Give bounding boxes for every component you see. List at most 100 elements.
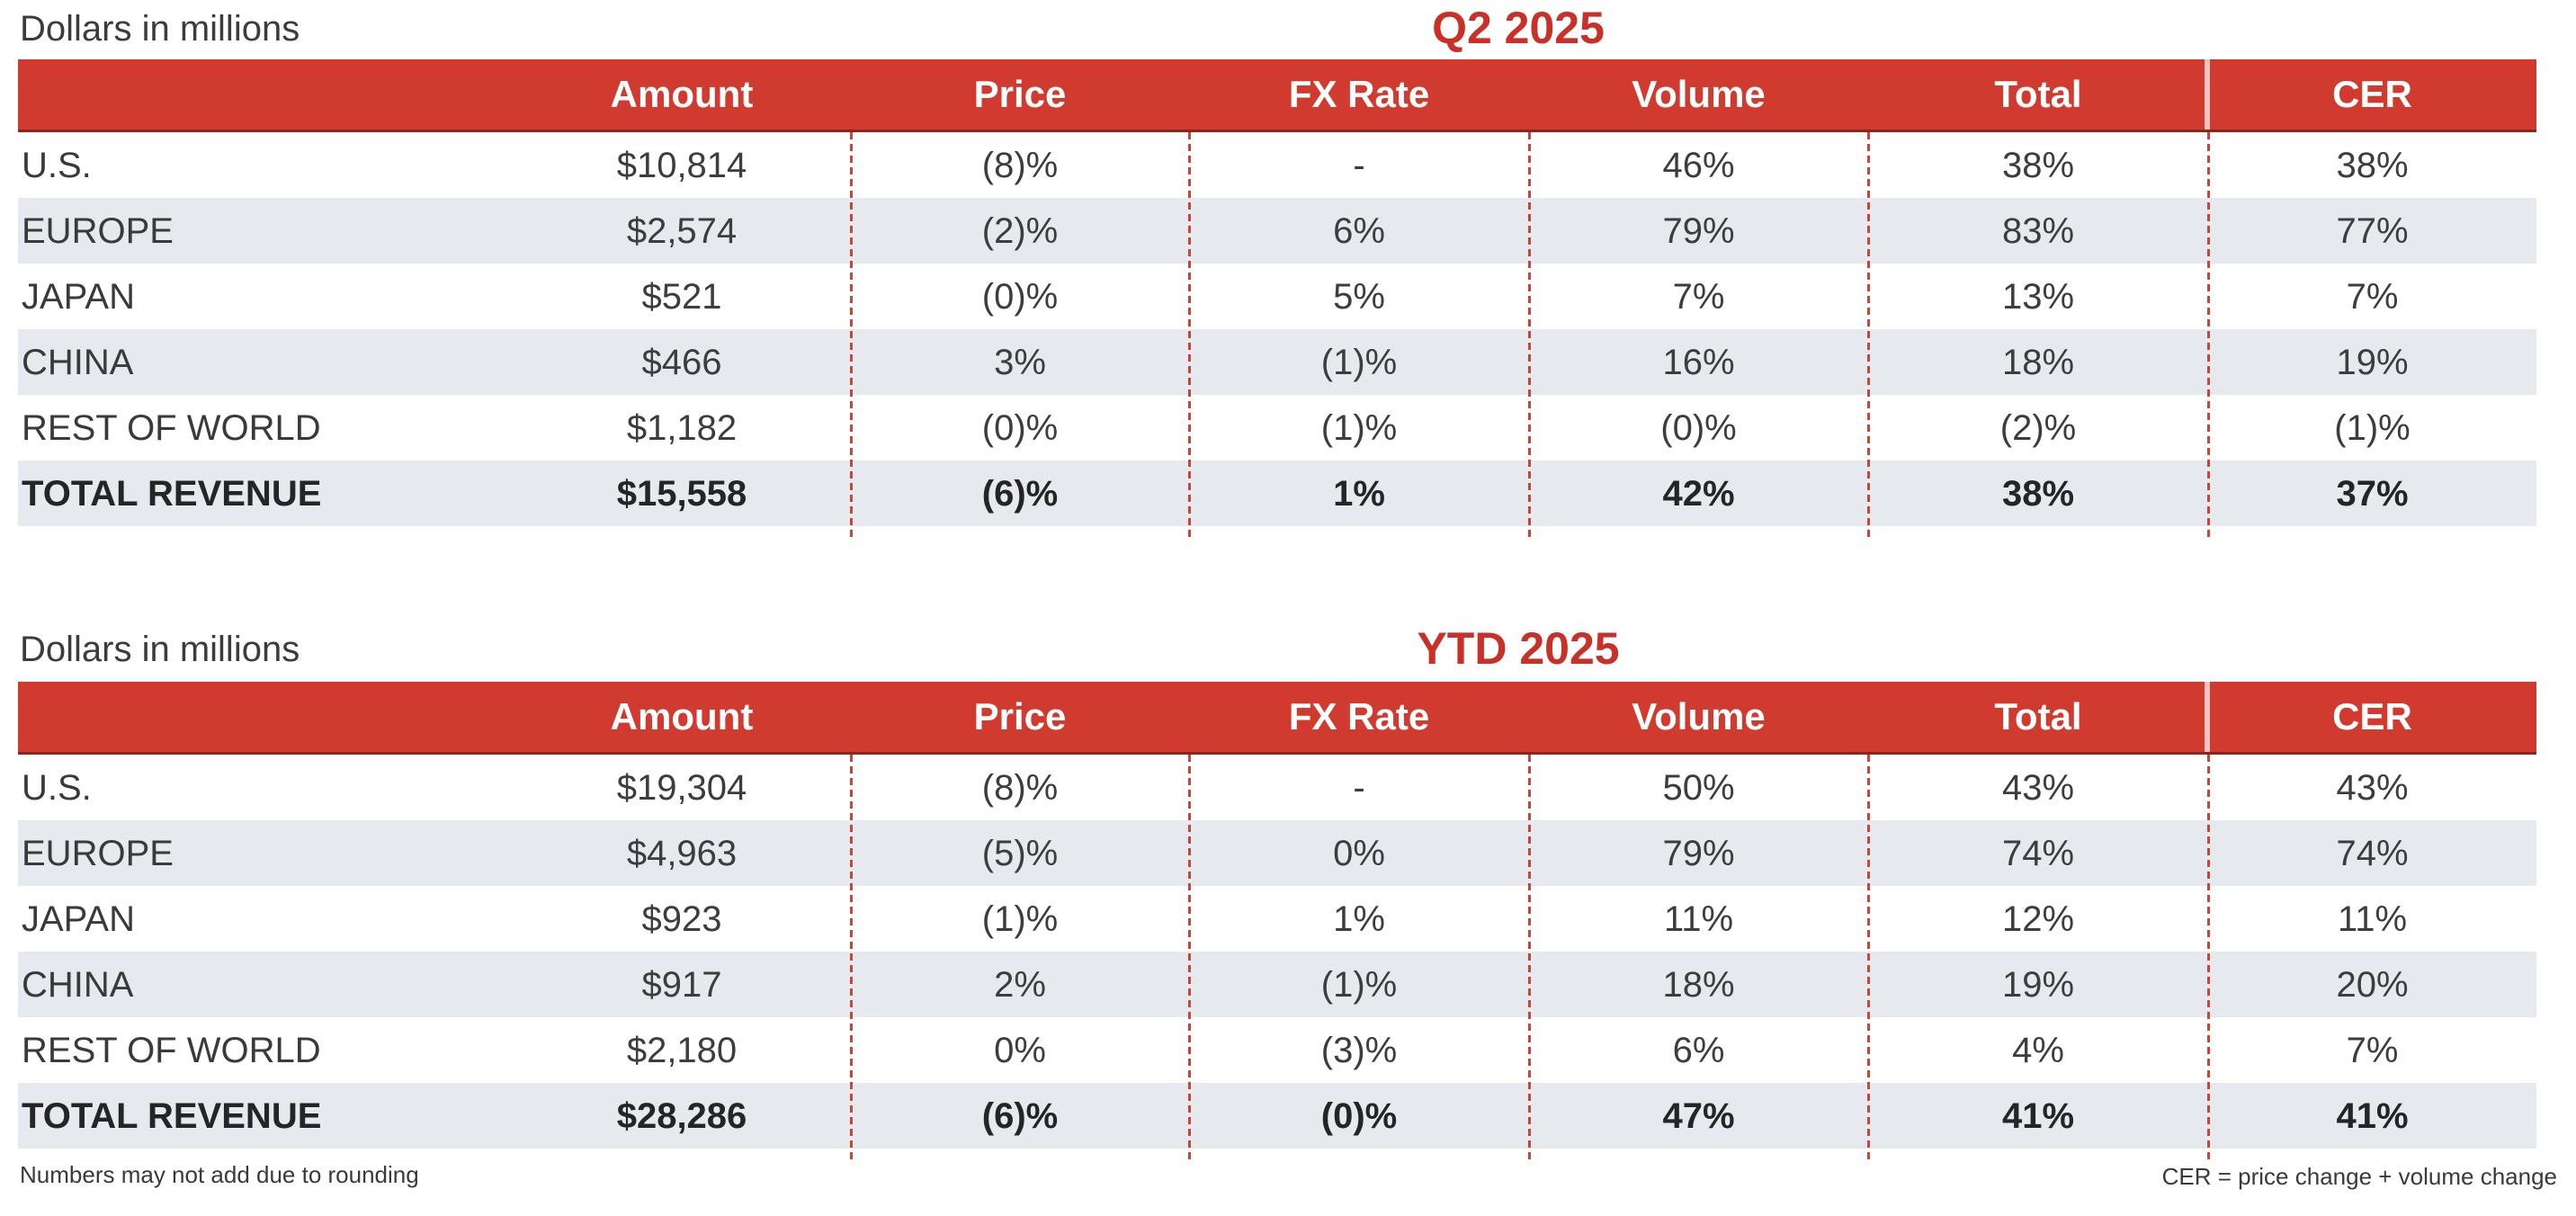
table-row-total: TOTAL REVENUE $15,558 (6)% 1% 42% 38% 37…: [18, 460, 2536, 526]
cell-cer: 43%: [2336, 767, 2409, 808]
column-separator: [1188, 755, 1191, 1161]
cell-price: (8)%: [981, 145, 1059, 185]
cell-amount: $4,963: [626, 833, 738, 873]
header-cell-cer: CER: [2332, 695, 2412, 738]
cell-price: 0%: [994, 1030, 1046, 1070]
cell-volume: 11%: [1663, 899, 1734, 939]
cell-amount: $917: [641, 964, 722, 1005]
cell-volume: 18%: [1662, 964, 1735, 1005]
row-label: EUROPE: [22, 210, 174, 251]
cell-fx-rate: (1)%: [1320, 407, 1398, 448]
cell-cer: 38%: [2336, 145, 2409, 185]
cell-total: 43%: [2001, 767, 2075, 808]
cell-total: 38%: [2001, 473, 2075, 514]
cell-amount: $28,286: [616, 1095, 747, 1136]
revenue-table-q2: Amount Price FX Rate Volume Total CER U.…: [18, 59, 2536, 539]
row-label: EUROPE: [22, 833, 174, 873]
row-label: U.S.: [22, 145, 92, 185]
table-row-total: TOTAL REVENUE $28,286 (6)% (0)% 47% 41% …: [18, 1083, 2536, 1149]
cell-cer: 77%: [2336, 210, 2409, 251]
table-title-ytd: YTD 2025: [1417, 623, 1620, 674]
revenue-table-ytd: Amount Price FX Rate Volume Total CER U.…: [18, 682, 2536, 1161]
cell-volume: (0)%: [1660, 407, 1737, 448]
cell-price: 2%: [994, 964, 1046, 1005]
cell-amount: $521: [641, 276, 722, 317]
cell-volume: 79%: [1662, 210, 1735, 251]
cell-cer: 11%: [2337, 899, 2408, 939]
cell-cer: 74%: [2336, 833, 2409, 873]
table-body: U.S. $10,814 (8)% - 46% 38% 38% EUROPE $…: [18, 132, 2536, 539]
cell-volume: 42%: [1662, 473, 1735, 514]
table-row: U.S. $10,814 (8)% - 46% 38% 38%: [18, 132, 2536, 198]
cell-fx-rate: (3)%: [1320, 1030, 1398, 1070]
row-label: REST OF WORLD: [22, 407, 321, 448]
cell-cer: 41%: [2336, 1095, 2409, 1136]
units-note: Dollars in millions: [20, 630, 300, 669]
cell-amount: $19,304: [616, 767, 747, 808]
column-separator: [2207, 132, 2210, 539]
cell-cer: 20%: [2336, 964, 2409, 1005]
cell-cer: 19%: [2336, 342, 2409, 382]
cell-cer: (1)%: [2334, 407, 2411, 448]
table-body: U.S. $19,304 (8)% - 50% 43% 43% EUROPE $…: [18, 755, 2536, 1161]
header-cell-total: Total: [1994, 73, 2082, 115]
cell-price: (2)%: [981, 210, 1059, 251]
cell-total: 12%: [2001, 899, 2075, 939]
cell-total: (2)%: [1999, 407, 2077, 448]
header-cell-price: Price: [973, 73, 1067, 115]
cell-price: (0)%: [981, 276, 1059, 317]
cell-fx-rate: -: [1353, 767, 1365, 808]
row-label: JAPAN: [22, 276, 135, 317]
cell-total: 19%: [2001, 964, 2075, 1005]
cell-cer: 37%: [2336, 473, 2409, 514]
header-cell-volume: Volume: [1632, 695, 1766, 738]
cell-cer: 7%: [2346, 276, 2399, 317]
cell-price: (0)%: [981, 407, 1059, 448]
cell-volume: 46%: [1662, 145, 1735, 185]
header-cell-fx-rate: FX Rate: [1288, 73, 1430, 115]
cell-fx-rate: 5%: [1333, 276, 1385, 317]
cell-fx-rate: (1)%: [1320, 342, 1398, 382]
table-row: CHINA $917 2% (1)% 18% 19% 20%: [18, 952, 2536, 1017]
footnote-rounding: Numbers may not add due to rounding: [20, 1161, 419, 1188]
cell-volume: 7%: [1672, 276, 1725, 317]
header-cell-total: Total: [1994, 695, 2082, 738]
column-separator: [1867, 755, 1870, 1161]
units-note: Dollars in millions: [20, 9, 300, 49]
cell-total: 74%: [2001, 833, 2075, 873]
column-separator: [1528, 755, 1531, 1161]
cell-price: (8)%: [981, 767, 1059, 808]
cell-volume: 16%: [1662, 342, 1735, 382]
cell-amount: $10,814: [616, 145, 747, 185]
header-row: Amount Price FX Rate Volume Total CER: [18, 59, 2536, 132]
table-row: EUROPE $4,963 (5)% 0% 79% 74% 74%: [18, 820, 2536, 886]
row-label: CHINA: [22, 964, 134, 1005]
cell-total: 4%: [2012, 1030, 2064, 1070]
cell-amount: $923: [641, 899, 722, 939]
row-label: JAPAN: [22, 899, 135, 939]
row-label: REST OF WORLD: [22, 1030, 321, 1070]
cell-fx-rate: 1%: [1333, 473, 1385, 514]
column-separator: [1867, 132, 1870, 539]
table-row: JAPAN $521 (0)% 5% 7% 13% 7%: [18, 264, 2536, 329]
row-label: TOTAL REVENUE: [22, 473, 322, 514]
cell-amount: $466: [641, 342, 722, 382]
row-label: TOTAL REVENUE: [22, 1095, 322, 1136]
table-row: JAPAN $923 (1)% 1% 11% 12% 11%: [18, 886, 2536, 952]
cell-amount: $2,180: [626, 1030, 738, 1070]
column-separator: [1188, 132, 1191, 539]
table-row: REST OF WORLD $1,182 (0)% (1)% (0)% (2)%…: [18, 395, 2536, 460]
header-cell-amount: Amount: [610, 695, 754, 738]
cell-total: 13%: [2001, 276, 2075, 317]
cell-volume: 6%: [1672, 1030, 1725, 1070]
row-label: U.S.: [22, 767, 92, 808]
cell-fx-rate: (0)%: [1320, 1095, 1398, 1136]
footnote-cer-definition: CER = price change + volume change: [2161, 1163, 2557, 1190]
header-divider: [2205, 59, 2210, 130]
cell-total: 18%: [2001, 342, 2075, 382]
cell-amount: $1,182: [626, 407, 738, 448]
cell-total: 38%: [2001, 145, 2075, 185]
cell-fx-rate: 1%: [1333, 899, 1385, 939]
cell-fx-rate: 0%: [1333, 833, 1385, 873]
